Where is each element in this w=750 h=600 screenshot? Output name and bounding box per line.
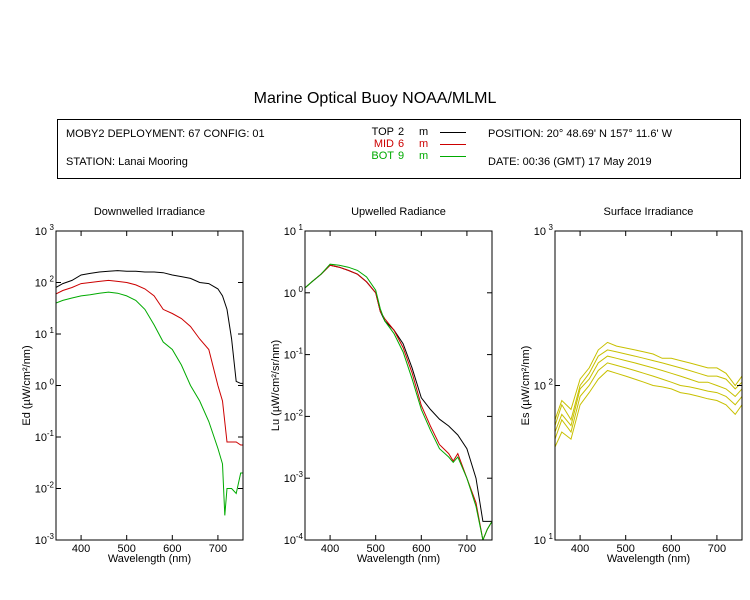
y-tick-exponent: 0: [299, 285, 304, 294]
y-tick-label: 10: [534, 226, 546, 238]
position-text: POSITION: 20° 48.69' N 157° 11.6' W: [488, 128, 672, 140]
legend-line: [440, 132, 466, 133]
series-group: [56, 270, 243, 516]
series-line-4: [555, 362, 742, 440]
legend-label: BOT: [371, 150, 394, 162]
x-tick-label: 400: [571, 543, 589, 555]
legend-depth: 6: [398, 138, 405, 150]
y-tick-exponent: 2: [549, 378, 554, 387]
series-line-1: [555, 341, 742, 420]
y-tick-label: 10: [284, 226, 296, 238]
legend-label: MID: [373, 138, 394, 150]
y-axis-label: Es (µW/cm²/nm): [520, 346, 532, 426]
legend-unit: m: [419, 150, 429, 162]
x-axis-label: Wavelength (nm): [108, 553, 191, 565]
y-tick-label: 10: [35, 381, 47, 393]
x-axis-label: Wavelength (nm): [607, 553, 690, 565]
series-line-mid: [56, 279, 243, 446]
deployment-text: MOBY2 DEPLOYMENT: 67 CONFIG: 01: [66, 128, 265, 140]
y-axis-label: Lu (µW/cm²/sr/nm): [270, 340, 282, 431]
y-tick-exponent: 1: [50, 326, 55, 335]
series-line-2: [555, 349, 742, 426]
x-tick-label: 400: [321, 543, 339, 555]
x-tick-label: 500: [617, 543, 635, 555]
series-line-3: [555, 355, 742, 433]
x-tick-label: 500: [367, 543, 385, 555]
x-tick-label: 600: [662, 543, 680, 555]
y-tick-exponent: -3: [47, 532, 55, 541]
station-text: STATION: Lanai Mooring: [66, 156, 188, 168]
series-line-top: [56, 270, 243, 384]
y-tick-label: 10: [284, 473, 296, 485]
y-tick-label: 10: [284, 288, 296, 300]
series-line-top: [305, 264, 492, 522]
y-tick-label: 10: [284, 411, 296, 423]
y-tick-exponent: 0: [50, 378, 55, 387]
chart-title: Surface Irradiance: [604, 206, 694, 218]
plot-frame: [55, 230, 244, 541]
x-tick-label: 700: [458, 543, 476, 555]
y-tick-label: 10: [35, 226, 47, 238]
y-tick-exponent: -1: [47, 429, 55, 438]
y-tick-label: 10: [284, 350, 296, 362]
x-tick-label: 700: [209, 543, 227, 555]
legend-unit: m: [419, 138, 429, 150]
series-line-5: [555, 369, 742, 448]
legend-label: TOP: [371, 126, 394, 138]
series-line-bot: [56, 291, 243, 516]
x-tick-label: 400: [72, 543, 90, 555]
y-tick-exponent: 2: [50, 275, 55, 284]
x-tick-label: 600: [163, 543, 181, 555]
y-tick-label: 10: [35, 329, 47, 341]
series-line-bot: [305, 263, 492, 540]
series-line-mid: [305, 264, 492, 540]
legend-unit: m: [419, 126, 429, 138]
y-tick-label: 10: [534, 535, 546, 547]
y-tick-exponent: 3: [50, 223, 55, 232]
info-box: MOBY2 DEPLOYMENT: 67 CONFIG: 01 STATION:…: [57, 119, 741, 179]
y-axis-label: Ed (µW/cm²/nm): [21, 345, 33, 425]
y-tick-exponent: -1: [296, 347, 304, 356]
series-group: [305, 263, 492, 540]
legend-line: [440, 144, 466, 145]
y-tick-exponent: 1: [299, 223, 304, 232]
y-tick-label: 10: [534, 381, 546, 393]
x-tick-label: 500: [118, 543, 136, 555]
y-tick-label: 10: [35, 484, 47, 496]
x-tick-label: 600: [412, 543, 430, 555]
y-tick-exponent: 3: [549, 223, 554, 232]
y-tick-exponent: -3: [296, 470, 304, 479]
y-tick-label: 10: [35, 535, 47, 547]
y-tick-label: 10: [35, 278, 47, 290]
y-tick-exponent: -4: [296, 532, 304, 541]
legend-depth: 9: [398, 150, 405, 162]
y-tick-exponent: 1: [549, 532, 554, 541]
y-tick-label: 10: [284, 535, 296, 547]
y-tick-exponent: -2: [47, 481, 55, 490]
chart-title: Upwelled Radiance: [351, 206, 446, 218]
x-tick-label: 700: [708, 543, 726, 555]
y-tick-label: 10: [35, 432, 47, 444]
legend-line: [440, 156, 466, 157]
series-group: [555, 341, 742, 448]
x-axis-label: Wavelength (nm): [357, 553, 440, 565]
chart-title: Downwelled Irradiance: [94, 206, 205, 218]
plot-frame: [304, 230, 493, 541]
page-title: Marine Optical Buoy NOAA/MLML: [253, 90, 497, 107]
date-text: DATE: 00:36 (GMT) 17 May 2019: [488, 156, 652, 168]
y-tick-exponent: -2: [296, 408, 304, 417]
legend-depth: 2: [398, 126, 405, 138]
